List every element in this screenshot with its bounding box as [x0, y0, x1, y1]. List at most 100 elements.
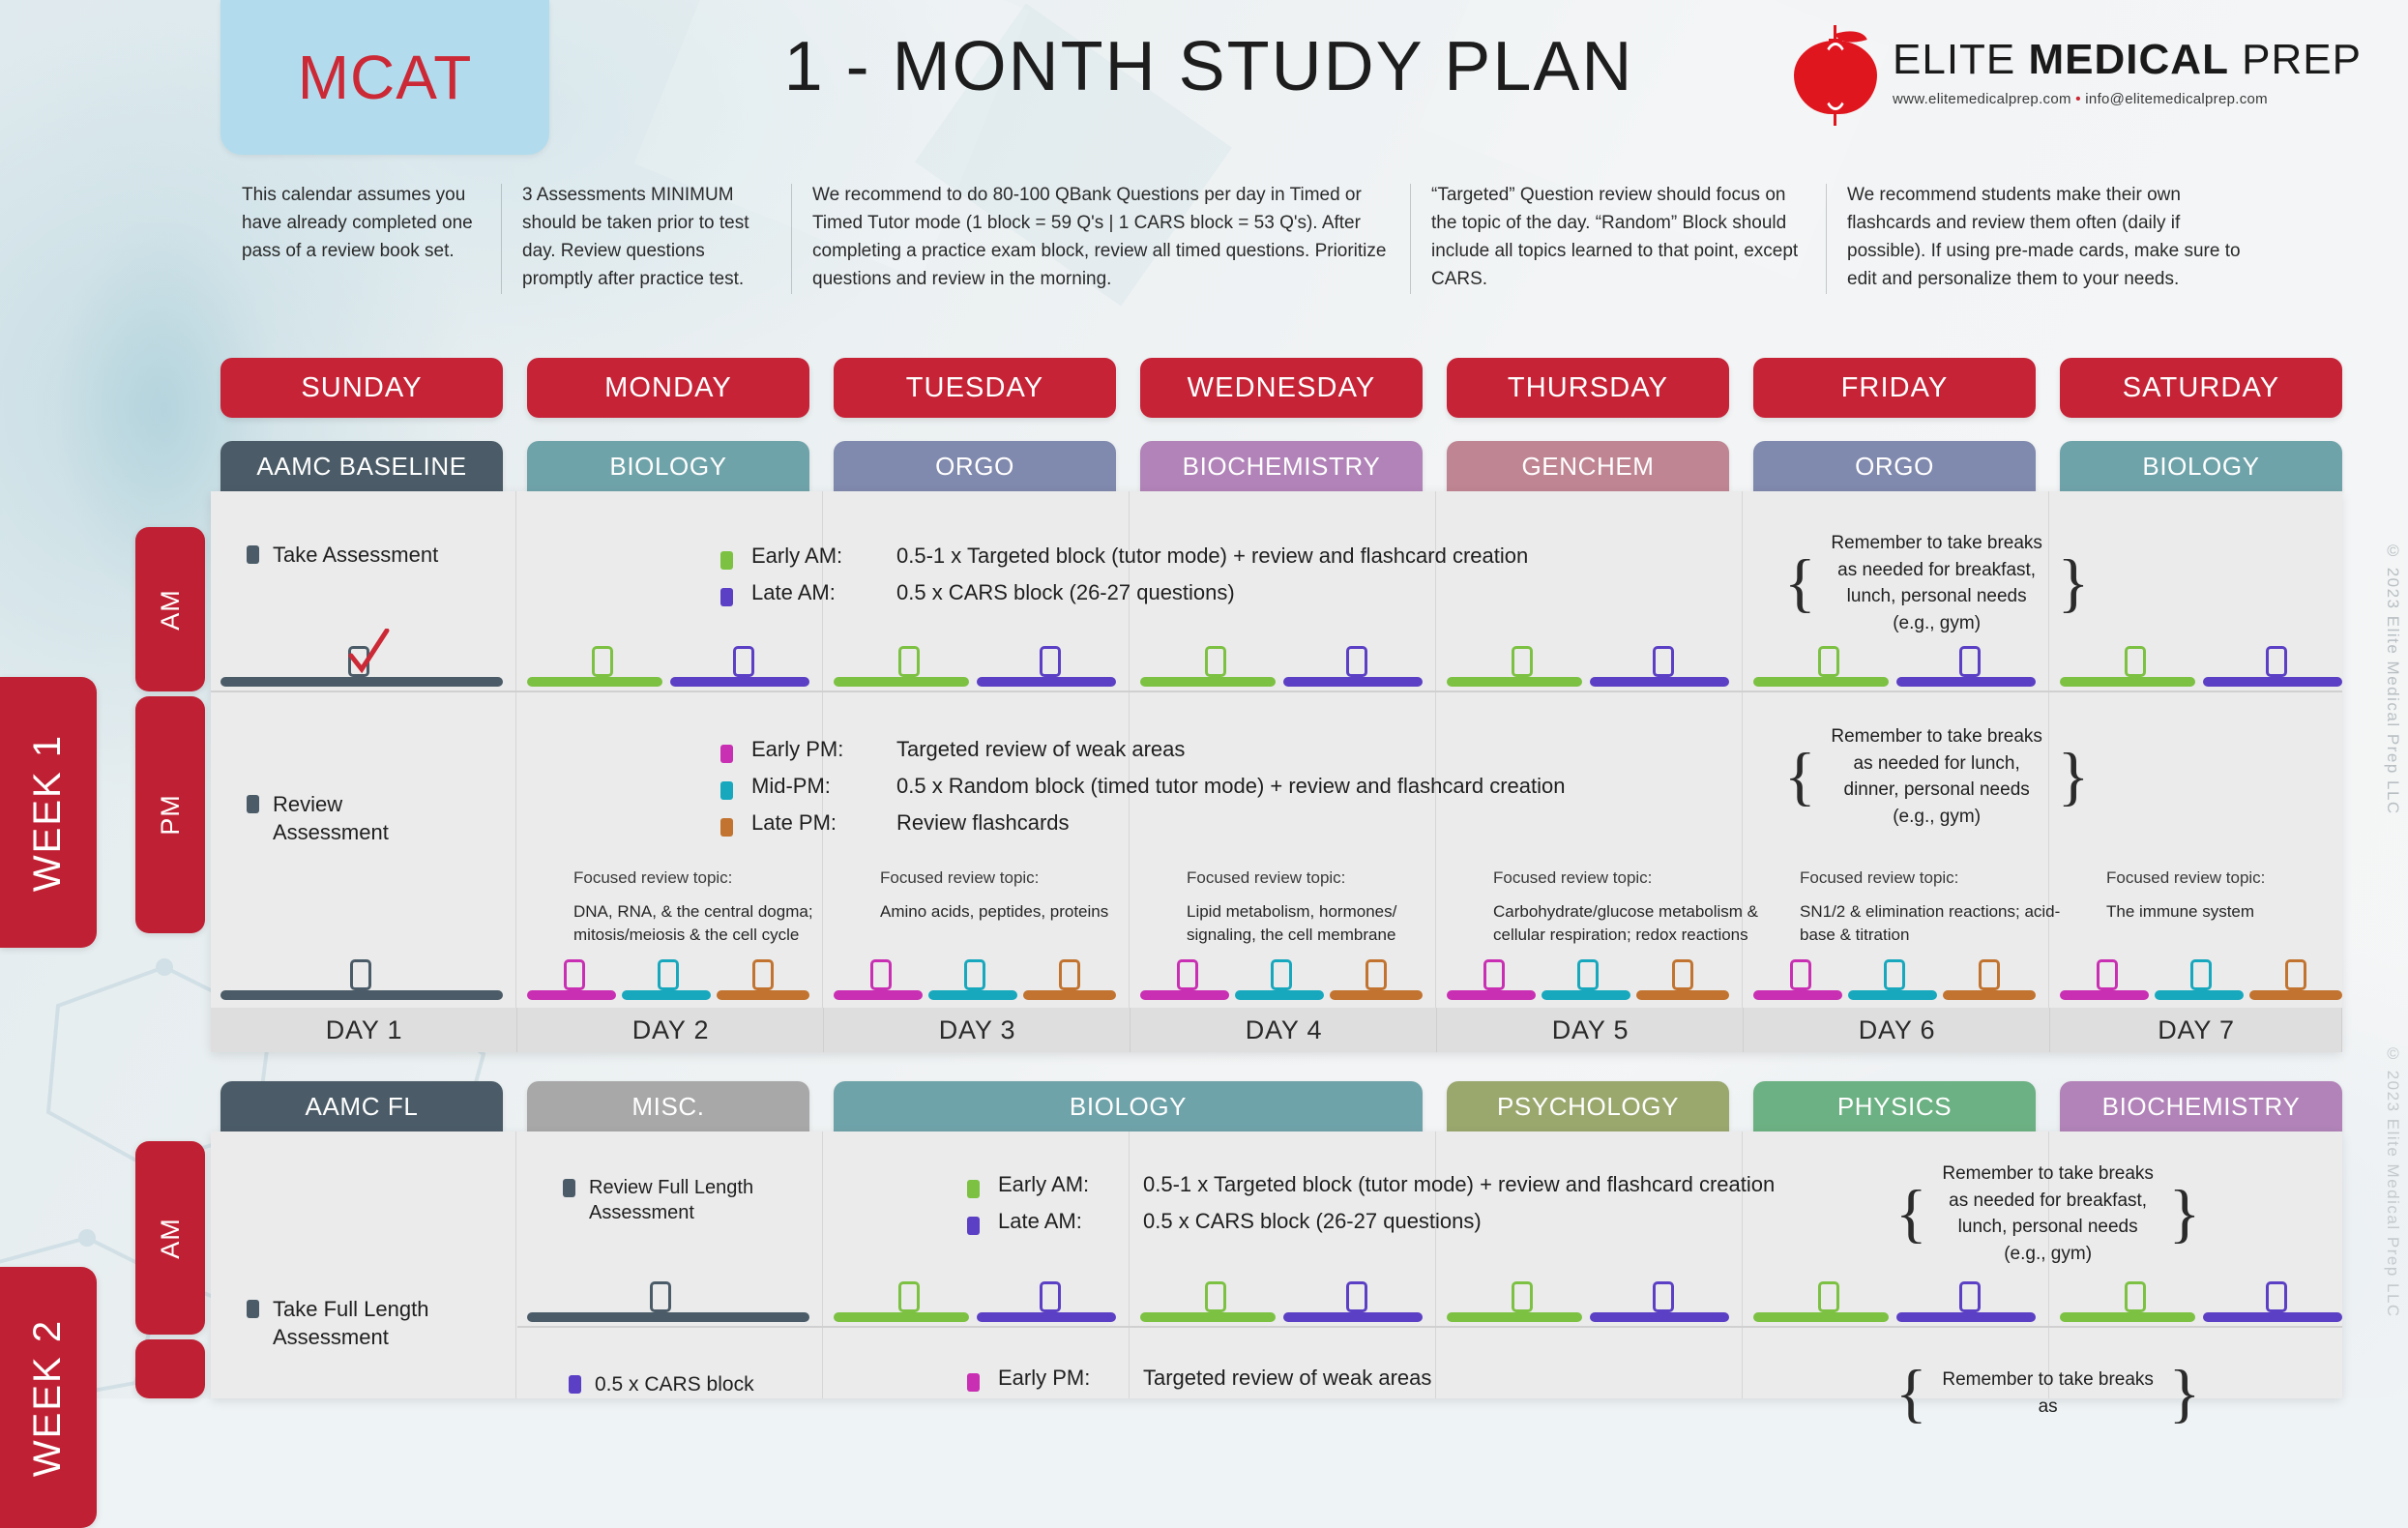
w2-am-check-saturday-early[interactable] [2125, 1281, 2146, 1312]
w1-pm-check-monday-mid[interactable] [658, 959, 679, 990]
w1-pm-check-wednesday-mid[interactable] [1271, 959, 1292, 990]
w2-sep-4 [1435, 1131, 1436, 1398]
w1-pm-break-note-text: Remember to take breaks as needed for lu… [1831, 726, 2042, 827]
w1-pm-bar-friday-mid [1848, 990, 1937, 1000]
w1-focus-monday: Focused review topic: DNA, RNA, & the ce… [573, 867, 844, 948]
w1-am-check-monday-early[interactable] [592, 646, 613, 677]
w2-am-monday-extra: 0.5 x CARS block [569, 1371, 791, 1397]
w1-am-legend-early-text: 0.5-1 x Targeted block (tutor mode) + re… [896, 544, 1529, 568]
w1-pm-check-monday-early[interactable] [564, 959, 585, 990]
w1-pm-legend-mid-text: 0.5 x Random block (timed tutor mode) + … [896, 774, 1566, 798]
day-label-5: DAY 5 [1437, 1008, 1744, 1052]
day-header-sunday: SUNDAY [220, 358, 503, 418]
w1-pm-check-monday-late[interactable] [752, 959, 774, 990]
day-label-4-text: DAY 4 [1245, 1014, 1323, 1044]
w2-am-check-thursday-early[interactable] [1512, 1281, 1533, 1312]
w1-focus-tuesday-label: Focused review topic: [880, 868, 1040, 887]
w1-focus-wednesday-label: Focused review topic: [1187, 868, 1346, 887]
w1-am-check-thursday-late[interactable] [1653, 646, 1674, 677]
subject-pill-w2-thursday: PSYCHOLOGY [1447, 1081, 1729, 1131]
late-pm-color-swatch [720, 817, 733, 837]
subject-pill-w2-thursday-label: PSYCHOLOGY [1496, 1091, 1680, 1121]
day-label-3: DAY 3 [824, 1008, 1131, 1052]
w1-am-check-wednesday-early[interactable] [1205, 646, 1226, 677]
w1-focus-friday: Focused review topic: SN1/2 & eliminatio… [1800, 867, 2070, 948]
w2-am-sunday-task-label: Take Full Length Assessment [273, 1297, 429, 1349]
w2-am-check-friday-early[interactable] [1818, 1281, 1839, 1312]
copyright-notice-1: © 2023 Elite Medical Prep LLC [2384, 542, 2402, 815]
logo-email[interactable]: info@elitemedicalprep.com [2085, 91, 2268, 107]
day-label-1: DAY 1 [211, 1008, 517, 1052]
day-header-saturday-label: SATURDAY [2122, 371, 2280, 403]
w1-pm-check-friday-late[interactable] [1979, 959, 2000, 990]
w1-pm-check-thursday-mid[interactable] [1577, 959, 1599, 990]
w1-pm-sunday-task-label: Review Assessment [273, 792, 389, 844]
day-label-3-text: DAY 3 [938, 1014, 1016, 1044]
w1-pm-check-saturday-late[interactable] [2285, 959, 2306, 990]
w1-pm-check-saturday-early[interactable] [2097, 959, 2118, 990]
w1-am-check-friday-early[interactable] [1818, 646, 1839, 677]
w1-pm-check-wednesday-late[interactable] [1366, 959, 1387, 990]
w1-pm-check-sunday[interactable] [350, 959, 371, 990]
day-label-4: DAY 4 [1131, 1008, 1437, 1052]
w1-pm-check-wednesday-early[interactable] [1177, 959, 1198, 990]
w1-pm-check-friday-mid[interactable] [1884, 959, 1905, 990]
day-header-monday: MONDAY [527, 358, 809, 418]
w2-am-check-wednesday-late[interactable] [1346, 1281, 1367, 1312]
w1-focus-thursday-label: Focused review topic: [1493, 868, 1653, 887]
logo-website[interactable]: www.elitemedicalprep.com [1893, 91, 2071, 107]
w2-am-break-note-text: Remember to take breaks as needed for br… [1942, 1163, 2154, 1264]
am-rail-week1: AM [135, 527, 205, 691]
w1-pm-check-saturday-mid[interactable] [2190, 959, 2212, 990]
pm-rail-week1-label: PM [155, 794, 185, 836]
w2-am-check-thursday-late[interactable] [1653, 1281, 1674, 1312]
w2-am-check-saturday-late[interactable] [2266, 1281, 2287, 1312]
w1-am-check-wednesday-late[interactable] [1346, 646, 1367, 677]
late-am-color-swatch [569, 1375, 581, 1394]
w1-pm-check-friday-early[interactable] [1790, 959, 1811, 990]
w1-pm-check-tuesday-early[interactable] [870, 959, 892, 990]
w1-am-check-monday-late[interactable] [733, 646, 754, 677]
w1-focus-saturday-text: The immune system [2106, 901, 2255, 921]
w2-am-bar-tuesday-late [977, 1312, 1116, 1322]
w1-am-check-saturday-late[interactable] [2266, 646, 2287, 677]
w1-pm-legend-late-text: Review flashcards [896, 810, 1070, 835]
w1-pm-check-thursday-early[interactable] [1483, 959, 1505, 990]
w1-pm-check-tuesday-late[interactable] [1059, 959, 1080, 990]
subject-pill-w2-monday: MISC. [527, 1081, 809, 1131]
w1-pm-bar-wednesday-mid [1235, 990, 1324, 1000]
w2-am-check-tuesday-early[interactable] [898, 1281, 920, 1312]
w2-am-pm-divider [517, 1326, 2342, 1328]
day-label-5-text: DAY 5 [1551, 1014, 1630, 1044]
day-header-friday-label: FRIDAY [1840, 371, 1949, 403]
w1-pm-bar-thursday-mid [1542, 990, 1630, 1000]
w2-am-check-tuesday-late[interactable] [1040, 1281, 1061, 1312]
w1-pm-check-thursday-late[interactable] [1672, 959, 1693, 990]
w1-focus-friday-text: SN1/2 & elimination reactions; acid-base… [1800, 901, 2061, 945]
day-header-monday-label: MONDAY [604, 371, 732, 403]
w1-pm-legend-mid-label: Mid-PM: [751, 774, 831, 798]
w1-am-break-note-text: Remember to take breaks as needed for br… [1831, 533, 2042, 633]
w1-am-check-friday-late[interactable] [1959, 646, 1981, 677]
task-bullet-icon [247, 545, 259, 564]
w2-am-check-friday-late[interactable] [1959, 1281, 1981, 1312]
w2-am-bar-wednesday-early [1140, 1312, 1276, 1322]
day-header-wednesday: WEDNESDAY [1140, 358, 1423, 418]
day-header-tuesday-label: TUESDAY [905, 371, 1044, 403]
subject-pill-w1-saturday: BIOLOGY [2060, 441, 2342, 491]
w1-am-check-tuesday-late[interactable] [1040, 646, 1061, 677]
pm-rail-week2 [135, 1339, 205, 1398]
w1-pm-check-tuesday-mid[interactable] [964, 959, 985, 990]
w1-pm-bar-friday-early [1753, 990, 1842, 1000]
intro-notes: This calendar assumes you have already c… [220, 182, 2369, 296]
w1-am-check-saturday-early[interactable] [2125, 646, 2146, 677]
w1-am-check-tuesday-early[interactable] [898, 646, 920, 677]
w1-am-bar-saturday-late [2203, 677, 2342, 687]
w2-am-bar-friday-early [1753, 1312, 1889, 1322]
w1-am-check-thursday-early[interactable] [1512, 646, 1533, 677]
w1-sep-2 [822, 491, 823, 1052]
left-brace-icon: { [1784, 545, 1816, 620]
w2-am-check-wednesday-early[interactable] [1205, 1281, 1226, 1312]
w1-sep-3 [1129, 491, 1130, 1052]
w2-am-check-monday[interactable] [650, 1281, 671, 1312]
